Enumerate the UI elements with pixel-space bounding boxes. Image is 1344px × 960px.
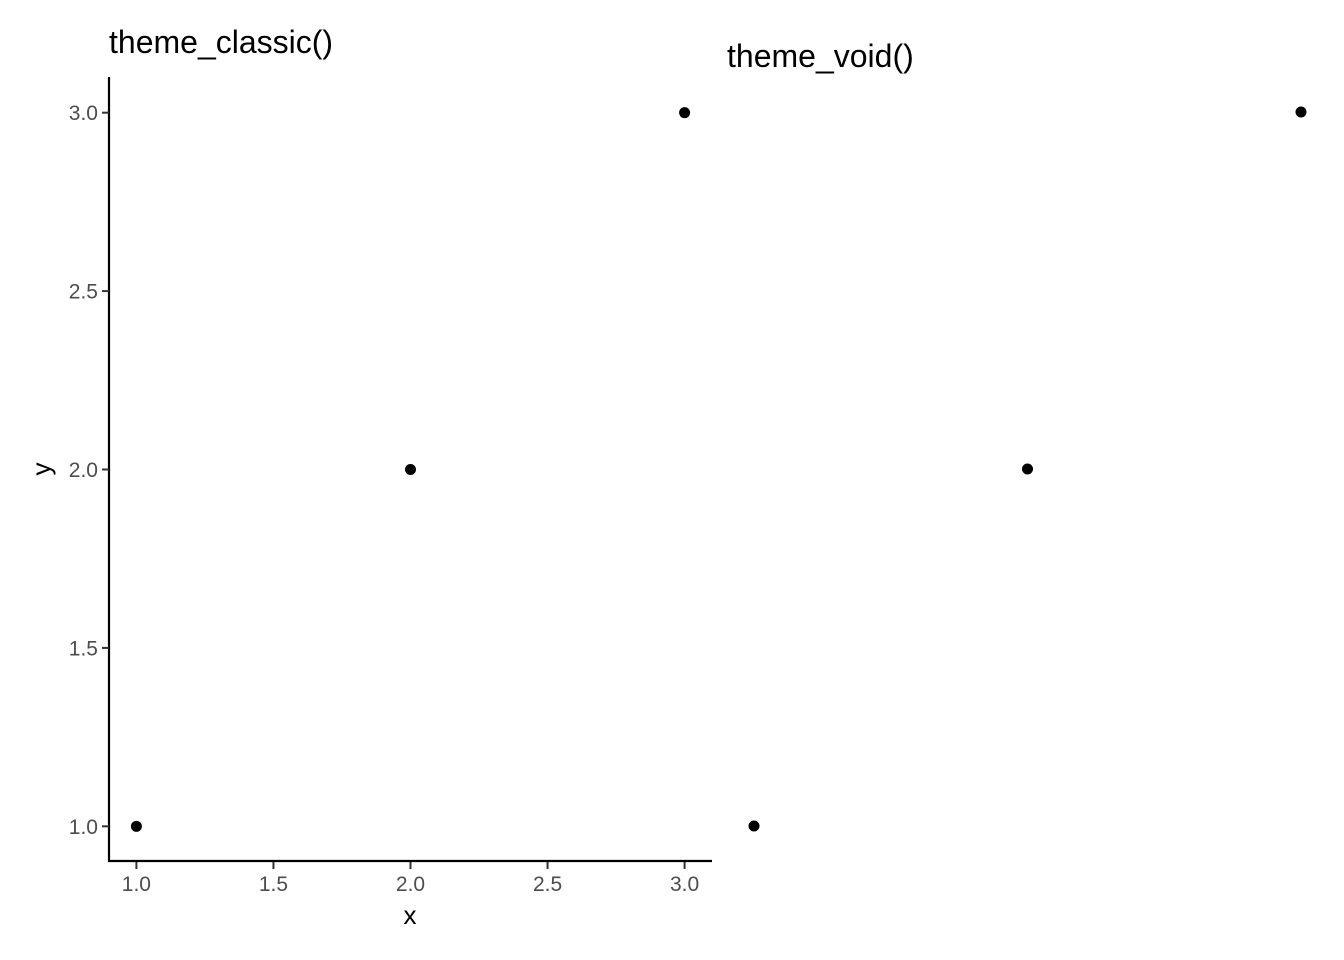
x-tick-label: 2.5 xyxy=(533,873,562,896)
data-point xyxy=(1022,463,1033,475)
x-tick-label: 3.0 xyxy=(670,873,699,896)
data-point xyxy=(405,464,416,475)
y-axis-title: y xyxy=(26,463,56,476)
data-point xyxy=(748,820,760,832)
y-tick-label: 2.5 xyxy=(69,281,98,304)
x-tick-label: 1.0 xyxy=(122,873,151,896)
panel-title-void: theme_void() xyxy=(727,38,914,74)
y-tick-label: 3.0 xyxy=(69,102,98,125)
points-void xyxy=(748,106,1307,832)
data-point xyxy=(1295,106,1307,118)
panel-theme-classic: theme_classic() 1.0 1.5 2.0 2.5 3.0 1.0 1.5 2.… xyxy=(26,24,712,930)
x-axis-title: x xyxy=(404,900,417,930)
y-ticks: 1.0 1.5 2.0 2.5 3.0 xyxy=(69,102,109,839)
points-classic xyxy=(130,107,691,832)
data-point xyxy=(130,820,142,832)
y-tick-label: 1.5 xyxy=(69,637,98,660)
x-tick-label: 2.0 xyxy=(396,873,425,896)
y-tick-label: 2.0 xyxy=(69,459,98,482)
data-point xyxy=(679,107,691,119)
x-tick-label: 1.5 xyxy=(259,873,288,896)
x-ticks: 1.0 1.5 2.0 2.5 3.0 xyxy=(122,862,699,896)
panel-title-classic: theme_classic() xyxy=(109,24,333,60)
y-tick-label: 1.0 xyxy=(69,816,98,839)
panel-theme-void: theme_void() xyxy=(727,38,1307,832)
